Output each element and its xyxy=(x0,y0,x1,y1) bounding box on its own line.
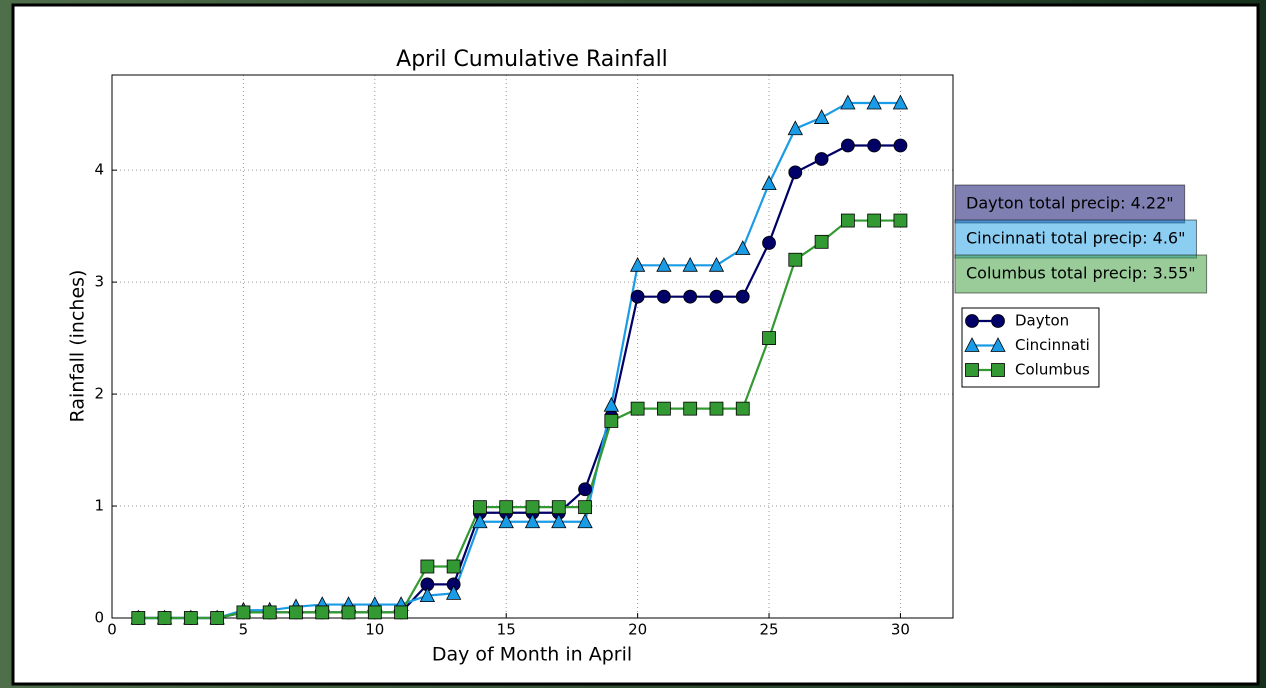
legend-marker xyxy=(966,364,979,377)
marker xyxy=(736,402,749,415)
marker xyxy=(657,402,670,415)
marker xyxy=(710,402,723,415)
marker xyxy=(684,402,697,415)
marker xyxy=(631,402,644,415)
marker xyxy=(789,166,802,179)
marker xyxy=(815,152,828,165)
y-axis-label: Rainfall (inches) xyxy=(67,270,89,423)
marker xyxy=(763,332,776,345)
chart-title: April Cumulative Rainfall xyxy=(396,47,668,72)
y-tick-label: 1 xyxy=(94,497,104,515)
marker xyxy=(605,414,618,427)
legend-marker xyxy=(992,315,1005,328)
marker xyxy=(894,139,907,152)
legend-label: Columbus xyxy=(1015,361,1090,379)
annotation: Columbus total precip: 3.55" xyxy=(966,264,1196,283)
x-tick-label: 10 xyxy=(365,621,384,639)
marker xyxy=(500,501,513,514)
marker xyxy=(763,236,776,249)
legend-label: Cincinnati xyxy=(1015,336,1090,354)
marker xyxy=(473,501,486,514)
legend-label: Dayton xyxy=(1015,312,1069,330)
marker xyxy=(421,560,434,573)
marker xyxy=(237,606,250,619)
x-tick-label: 15 xyxy=(497,621,516,639)
marker xyxy=(710,290,723,303)
x-axis-label: Day of Month in April xyxy=(432,644,632,666)
marker xyxy=(316,606,329,619)
marker xyxy=(684,290,697,303)
marker xyxy=(526,501,539,514)
marker xyxy=(868,139,881,152)
marker xyxy=(552,501,565,514)
marker xyxy=(631,290,644,303)
x-tick-label: 20 xyxy=(628,621,647,639)
annotation: Cincinnati total precip: 4.6" xyxy=(966,229,1185,248)
y-tick-label: 4 xyxy=(94,161,104,179)
x-tick-label: 5 xyxy=(239,621,249,639)
marker xyxy=(736,290,749,303)
annotation: Dayton total precip: 4.22" xyxy=(966,194,1174,213)
x-tick-label: 30 xyxy=(891,621,910,639)
marker xyxy=(841,214,854,227)
page: April Cumulative Rainfall Day of Month i… xyxy=(0,0,1266,688)
marker xyxy=(368,606,381,619)
marker xyxy=(789,253,802,266)
legend-marker xyxy=(992,364,1005,377)
marker xyxy=(815,235,828,248)
marker xyxy=(211,612,224,625)
marker xyxy=(579,483,592,496)
x-tick-label: 0 xyxy=(107,621,117,639)
x-tick-label: 25 xyxy=(759,621,778,639)
marker xyxy=(579,501,592,514)
marker xyxy=(841,139,854,152)
y-tick-label: 0 xyxy=(94,609,104,627)
marker xyxy=(289,606,302,619)
chart: April Cumulative Rainfall Day of Month i… xyxy=(0,0,1266,688)
marker xyxy=(894,214,907,227)
marker xyxy=(657,290,670,303)
marker xyxy=(868,214,881,227)
marker xyxy=(263,606,276,619)
y-tick-label: 2 xyxy=(94,385,104,403)
marker xyxy=(447,560,460,573)
marker xyxy=(184,612,197,625)
legend-marker xyxy=(966,315,979,328)
y-tick-label: 3 xyxy=(94,273,104,291)
marker xyxy=(132,612,145,625)
marker xyxy=(342,606,355,619)
marker xyxy=(395,606,408,619)
marker xyxy=(158,612,171,625)
